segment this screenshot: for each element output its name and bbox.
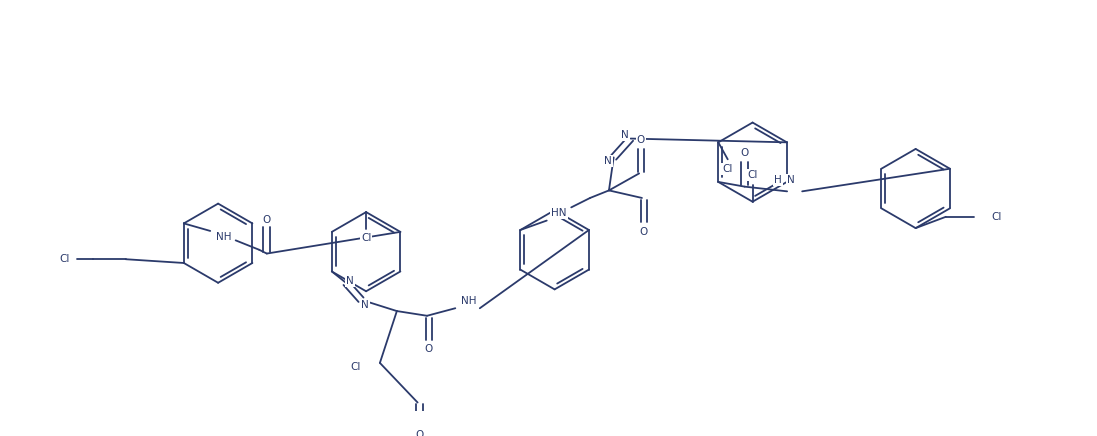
Text: O: O bbox=[740, 148, 749, 158]
Text: N: N bbox=[346, 276, 353, 286]
Text: Cl: Cl bbox=[723, 164, 733, 174]
Text: NH: NH bbox=[461, 296, 476, 306]
Text: Cl: Cl bbox=[991, 212, 1002, 222]
Text: O: O bbox=[637, 135, 645, 144]
Text: N: N bbox=[361, 300, 369, 310]
Text: N: N bbox=[604, 156, 612, 166]
Text: O: O bbox=[425, 344, 433, 354]
Text: HN: HN bbox=[551, 208, 567, 218]
Text: O: O bbox=[416, 430, 423, 436]
Text: N: N bbox=[621, 130, 629, 140]
Text: H: H bbox=[773, 175, 781, 185]
Text: Cl: Cl bbox=[361, 234, 371, 243]
Text: Cl: Cl bbox=[747, 170, 758, 181]
Text: N: N bbox=[787, 175, 794, 185]
Text: O: O bbox=[640, 227, 648, 237]
Text: Cl: Cl bbox=[351, 362, 361, 371]
Text: Cl: Cl bbox=[59, 254, 70, 264]
Text: NH: NH bbox=[216, 232, 231, 242]
Text: O: O bbox=[262, 215, 271, 225]
